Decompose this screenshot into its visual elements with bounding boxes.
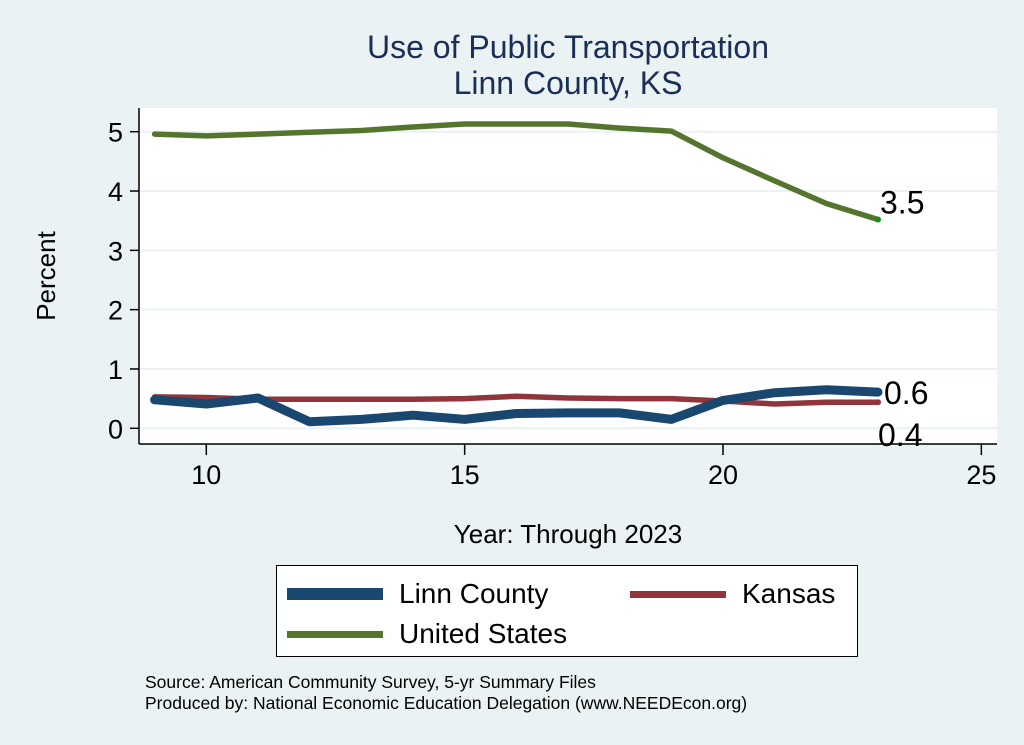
chart-title: Use of Public Transportation	[367, 29, 769, 65]
end-label-linn-county: 0.6	[884, 375, 928, 411]
end-labels: 0.6 0.4 3.5	[878, 184, 928, 453]
series-line-kansas	[151, 393, 881, 407]
legend-swatch-kansas	[630, 590, 726, 598]
y-tick-label: 1	[108, 355, 123, 385]
end-label-united-states: 3.5	[880, 184, 924, 220]
end-point-linn-county	[875, 389, 882, 396]
y-tick-label: 5	[108, 118, 123, 148]
chart-notes: Source: American Community Survey, 5-yr …	[145, 672, 747, 714]
producer-note: Produced by: National Economic Education…	[145, 693, 748, 713]
gridlines	[139, 130, 997, 430]
series-lines	[150, 121, 883, 427]
legend-label: Kansas	[742, 578, 836, 609]
source-note: Source: American Community Survey, 5-yr …	[145, 672, 596, 692]
series-line-linn-county	[150, 385, 883, 427]
legend-item-united-states: United States	[287, 618, 567, 650]
axes: 0 1 2 3 4 5 10 15 20 25	[108, 108, 997, 490]
y-tick-label: 3	[108, 236, 123, 266]
chart-subtitle: Linn County, KS	[453, 65, 683, 101]
legend-item-linn-county: Linn County	[287, 578, 548, 610]
end-point-united-states	[875, 216, 882, 223]
y-axis-title: Percent	[31, 230, 61, 320]
x-axis-title: Year: Through 2023	[454, 519, 682, 549]
y-tick-label: 2	[108, 296, 123, 326]
series-line-united-states	[151, 121, 881, 223]
end-label-kansas: 0.4	[878, 417, 922, 453]
legend-item-kansas: Kansas	[630, 578, 835, 610]
legend-label: United States	[399, 618, 568, 649]
x-tick-label: 20	[708, 460, 738, 490]
y-tick-label: 0	[108, 414, 123, 444]
legend-label: Linn County	[399, 578, 549, 609]
legend-swatch-linn-county	[287, 588, 383, 600]
end-point-kansas	[875, 399, 882, 406]
legend: Linn County Kansas United States	[276, 565, 858, 657]
legend-swatch-united-states	[287, 630, 383, 638]
x-tick-label: 25	[966, 460, 996, 490]
y-tick-label: 4	[108, 177, 123, 207]
x-tick-label: 10	[191, 460, 221, 490]
x-tick-label: 15	[450, 460, 480, 490]
